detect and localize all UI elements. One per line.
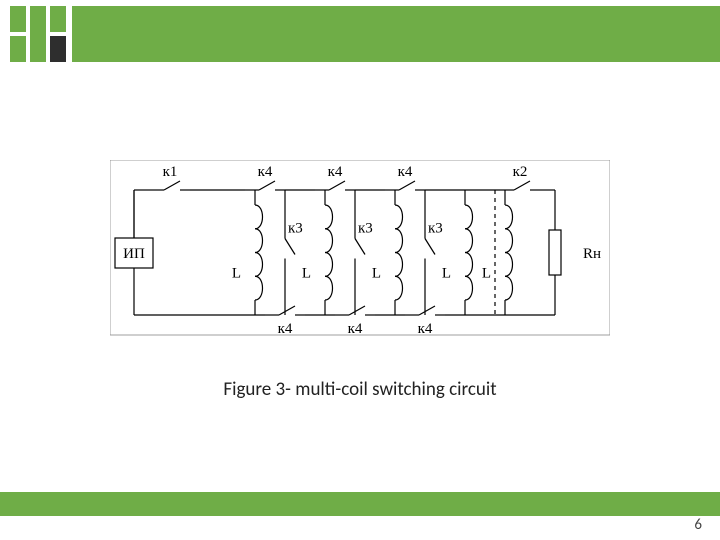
- svg-text:ИП: ИП: [123, 246, 145, 262]
- page-number: 6: [694, 516, 702, 534]
- svg-text:к3: к3: [358, 221, 373, 237]
- svg-text:L: L: [302, 266, 311, 282]
- footer-accent-bar: [0, 492, 720, 516]
- svg-text:к4: к4: [258, 164, 273, 180]
- svg-text:L: L: [372, 266, 381, 282]
- svg-text:к1: к1: [163, 164, 178, 180]
- svg-text:к4: к4: [348, 321, 363, 337]
- svg-text:к3: к3: [288, 221, 303, 237]
- svg-text:к4: к4: [328, 164, 343, 180]
- svg-text:L: L: [442, 266, 451, 282]
- svg-text:L: L: [482, 266, 491, 282]
- svg-text:Rн: Rн: [583, 246, 601, 262]
- svg-text:L: L: [232, 266, 241, 282]
- svg-text:к4: к4: [398, 164, 413, 180]
- figure-caption: Figure 3- multi-coil switching circuit: [0, 378, 720, 401]
- svg-text:к3: к3: [428, 221, 443, 237]
- svg-text:к2: к2: [513, 164, 528, 180]
- svg-text:к4: к4: [418, 321, 433, 337]
- header-accent-bar: [72, 6, 720, 62]
- circuit-diagram: ИП к1 к4 к4 к4 к2 к4 к4 к4 L L L L Lк3 к3 к3 Rн: [110, 160, 610, 340]
- brand-logo: [10, 6, 66, 62]
- svg-text:к4: к4: [278, 321, 293, 337]
